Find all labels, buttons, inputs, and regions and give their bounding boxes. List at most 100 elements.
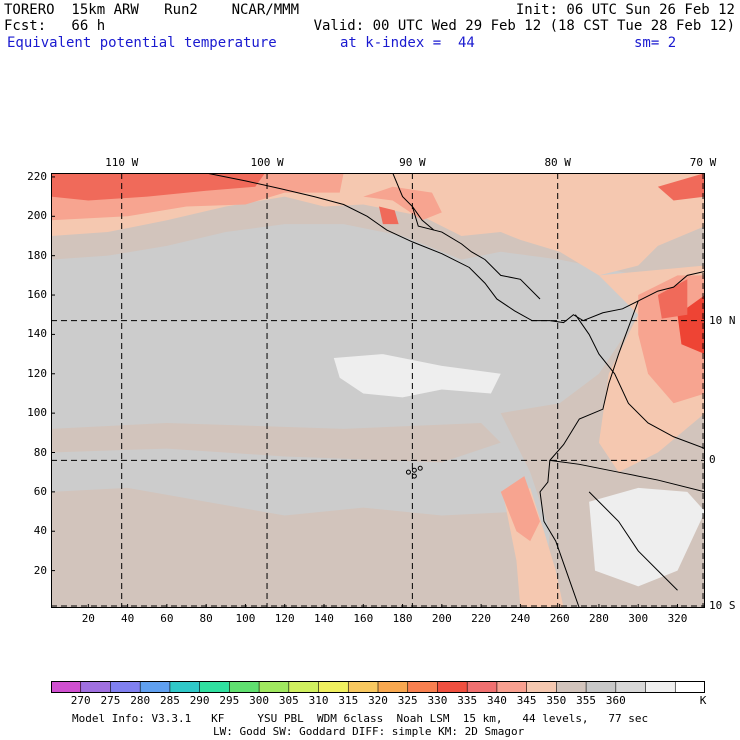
x-tick-label: 200 <box>431 612 452 625</box>
x-tick-label: 160 <box>353 612 374 625</box>
y-tick-label: 60 <box>33 484 47 498</box>
colorbar-label: 330 <box>427 694 448 707</box>
colorbar-swatch <box>437 681 468 693</box>
colorbar-label: 275 <box>100 694 121 707</box>
forecast-hour: Fcst: 66 h <box>4 18 106 34</box>
physics-info: LW: Godd SW: Goddard DIFF: simple KM: 2D… <box>213 725 525 738</box>
lat-lon-grid <box>51 173 705 608</box>
border-peru-interior <box>588 491 678 591</box>
x-tick-label: 260 <box>549 612 570 625</box>
coast-south-america-pacific <box>539 300 639 608</box>
y-tick-label: 80 <box>33 445 47 459</box>
border-ecuador-peru <box>549 459 705 493</box>
colorbar-swatch <box>169 681 201 693</box>
colorbar-swatch <box>378 681 409 693</box>
x-tick-label: 180 <box>392 612 413 625</box>
coast-caribbean <box>392 173 541 300</box>
coastlines <box>206 173 705 608</box>
coast-north-colombia <box>638 270 705 302</box>
x-tick-label: 60 <box>160 612 174 625</box>
level-index: at k-index = 44 <box>340 35 475 51</box>
longitude-label: 100 W <box>250 156 284 169</box>
colorbar-label: 335 <box>457 694 478 707</box>
colorbar-label: 355 <box>576 694 597 707</box>
map-plot <box>51 173 705 608</box>
y-tick-label: 160 <box>27 288 47 302</box>
x-tick-label: 320 <box>667 612 688 625</box>
longitude-label: 80 W <box>544 156 571 169</box>
x-tick-label: 240 <box>510 612 531 625</box>
colorbar-swatch <box>259 681 290 693</box>
colorbar-label: 320 <box>368 694 388 707</box>
galapagos-island <box>417 465 423 471</box>
warm-band-mid <box>51 422 501 463</box>
colorbar-swatch <box>496 681 528 693</box>
colorbar-label: 270 <box>70 694 91 707</box>
x-tick-label: 140 <box>314 612 334 625</box>
salmon-guatemala <box>363 186 442 221</box>
colorbar-swatch <box>407 681 438 693</box>
model-info: Model Info: V3.3.1 KF YSU PBL WDM 6class… <box>72 712 649 725</box>
smoothing: sm= 2 <box>634 35 677 51</box>
x-tick-label: 300 <box>628 612 649 625</box>
colorbar-label: 360 <box>605 694 626 707</box>
border-mexico-guatemala <box>411 206 435 231</box>
valid-time: Valid: 00 UTC Wed 29 Feb 12 (18 CST Tue … <box>313 18 735 34</box>
x-tick-label: 120 <box>274 612 295 625</box>
longitude-label: 110 W <box>105 156 139 169</box>
x-tick-label: 280 <box>589 612 609 625</box>
latitude-label: 0 <box>709 453 716 467</box>
colorbar-label: 305 <box>278 694 299 707</box>
title-left: TORERO 15km ARW Run2 NCAR/MMM <box>4 2 300 18</box>
y-tick-label: 120 <box>27 366 47 380</box>
longitude-label: 90 W <box>399 156 426 169</box>
colorbar-label: 295 <box>219 694 240 707</box>
pale-ocean-1 <box>333 354 501 398</box>
colorbar-swatch <box>140 681 171 693</box>
salmon-coast <box>500 476 541 542</box>
border-colombia <box>574 314 705 450</box>
galapagos-island <box>405 469 411 475</box>
y-tick-label: 140 <box>27 327 47 341</box>
colorbar-label: 285 <box>159 694 180 707</box>
colorbar-swatch <box>80 681 111 693</box>
x-tick-label: 220 <box>471 612 492 625</box>
colorbar <box>51 681 705 693</box>
colorbar-swatch <box>229 681 260 693</box>
colorbar-label: 350 <box>546 694 567 707</box>
colorbar-label: 290 <box>189 694 210 707</box>
colorbar-swatch <box>51 681 82 693</box>
y-tick-label: 20 <box>33 563 47 577</box>
longitude-label: 70 W <box>689 156 717 169</box>
colorbar-swatch <box>526 681 557 693</box>
x-tick-label: 100 <box>235 612 256 625</box>
colorbar-swatch <box>675 681 705 693</box>
y-tick-label: 220 <box>27 169 47 183</box>
field-name: Equivalent potential temperature <box>7 35 277 51</box>
colorbar-swatch <box>318 681 349 693</box>
y-tick-label: 100 <box>27 406 47 420</box>
red-colombia-b <box>657 279 688 319</box>
pale-andes <box>589 487 705 587</box>
colorbar-label: 345 <box>516 694 537 707</box>
red-ne <box>657 173 705 201</box>
galapagos-island <box>411 467 417 473</box>
red-nw <box>51 173 266 201</box>
colorbar-label: 325 <box>397 694 418 707</box>
warm-band-south <box>51 487 544 608</box>
plot-frame <box>51 173 705 608</box>
x-tick-label: 80 <box>199 612 213 625</box>
y-tick-label: 200 <box>27 209 47 223</box>
y-tick-label: 180 <box>27 248 47 262</box>
colorbar-swatch <box>199 681 230 693</box>
colorbar-label: 310 <box>308 694 329 707</box>
colorbar-unit: K <box>699 694 707 707</box>
colorbar-label: 315 <box>338 694 359 707</box>
x-tick-label: 20 <box>81 612 95 625</box>
latitude-label: 10 N <box>709 313 736 327</box>
colorbar-label: 300 <box>249 694 270 707</box>
colorbar-label: 340 <box>486 694 507 707</box>
latitude-label: 10 S <box>709 599 736 613</box>
colorbar-swatch <box>110 681 141 693</box>
colorbar-swatch <box>288 681 320 693</box>
